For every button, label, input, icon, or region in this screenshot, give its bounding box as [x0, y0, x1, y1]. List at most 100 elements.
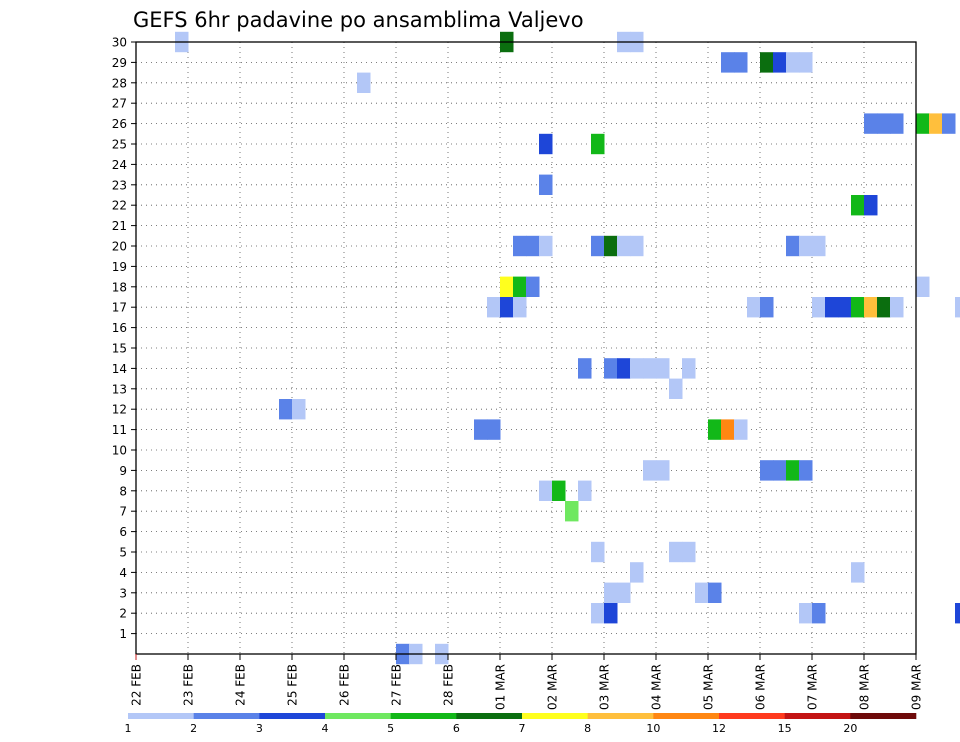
- y-tick-label: 5: [119, 546, 127, 560]
- x-tick-label: 09 MAR: [910, 664, 924, 710]
- colorbar: 1 2 3 4 5 6 7 8 10 12 15 20: [125, 713, 917, 735]
- heatmap-cell: [526, 235, 540, 257]
- heatmap-cell: [617, 235, 631, 257]
- heatmap-cell: [565, 501, 579, 522]
- y-tick-label: 21: [112, 219, 127, 233]
- heatmap-cell: [617, 582, 631, 603]
- heatmap-cell: [539, 174, 553, 195]
- heatmap-cell: [500, 276, 514, 297]
- heatmap-cell: [357, 72, 371, 93]
- colorbar-swatch: [719, 713, 785, 719]
- heatmap-cell: [799, 235, 813, 257]
- y-tick-label: 24: [112, 158, 127, 172]
- x-tick-label: 24 FEB: [234, 664, 248, 706]
- heatmap-cell: [630, 562, 644, 583]
- colorbar-swatch: [653, 713, 720, 719]
- y-tick-label: 14: [112, 362, 127, 376]
- heatmap-cell: [708, 419, 722, 440]
- y-tick-label: 18: [112, 280, 127, 294]
- heatmap-cell: [864, 297, 878, 318]
- x-tick-label: 03 MAR: [598, 664, 612, 710]
- heatmap-cell: [760, 52, 774, 73]
- heatmap-cell: [591, 133, 605, 155]
- heatmap-cell: [643, 358, 657, 379]
- heatmap-cell: [890, 297, 904, 318]
- heatmap-cell: [864, 113, 878, 134]
- heatmap-cell: [760, 460, 774, 481]
- colorbar-swatch: [193, 713, 260, 719]
- heatmap-cells: [175, 31, 960, 665]
- heatmap-cell: [578, 480, 592, 501]
- heatmap-cell: [734, 52, 748, 73]
- heatmap-cell: [539, 133, 553, 155]
- y-tick-label: 3: [119, 586, 127, 600]
- heatmap-cell: [513, 235, 527, 257]
- heatmap-cell: [630, 358, 644, 379]
- y-tick-label: 12: [112, 403, 127, 417]
- heatmap-cell: [812, 297, 826, 318]
- heatmap-cell: [591, 235, 605, 257]
- heatmap-cell: [851, 562, 865, 583]
- heatmap-cell: [487, 297, 501, 318]
- heatmap-cell: [799, 460, 813, 481]
- heatmap-cell: [539, 235, 553, 257]
- heatmap-cell: [474, 419, 488, 440]
- y-tick-label: 2: [119, 607, 127, 621]
- colorbar-label: 4: [322, 722, 329, 735]
- heatmap-cell: [500, 297, 514, 318]
- heatmap-cell: [604, 358, 618, 379]
- heatmap-cell: [929, 113, 943, 134]
- x-tick-label: 08 MAR: [858, 664, 872, 710]
- colorbar-label: 2: [190, 722, 197, 735]
- heatmap-cell: [682, 358, 696, 379]
- colorbar-swatch: [850, 713, 917, 719]
- heatmap-cell: [773, 460, 787, 481]
- x-tick-label: 04 MAR: [650, 664, 664, 710]
- colorbar-label: 7: [519, 722, 526, 735]
- y-tick-label: 19: [112, 260, 127, 274]
- colorbar-swatch: [456, 713, 523, 719]
- colorbar-swatch: [128, 713, 194, 719]
- heatmap-cell: [747, 297, 761, 318]
- heatmap-cell: [630, 235, 644, 257]
- y-tick-label: 13: [112, 382, 127, 396]
- colorbar-label: 1: [125, 722, 132, 735]
- heatmap-cell: [656, 358, 670, 379]
- heatmap-cell: [604, 582, 618, 603]
- heatmap-cell: [786, 460, 800, 481]
- heatmap-cell: [955, 297, 960, 318]
- x-tick-label: 28 FEB: [442, 664, 456, 706]
- colorbar-swatch: [390, 713, 457, 719]
- heatmap-cell: [552, 480, 566, 501]
- colorbar-swatch: [587, 713, 654, 719]
- y-tick-label: 23: [112, 178, 127, 192]
- colorbar-label: 6: [453, 722, 460, 735]
- colorbar-label: 20: [843, 722, 857, 735]
- y-tick-label: 11: [112, 423, 127, 437]
- y-tick-label: 4: [119, 566, 127, 580]
- y-tick-label: 10: [112, 444, 127, 458]
- x-tick-label: 02 MAR: [546, 664, 560, 710]
- heatmap-cell: [643, 460, 657, 481]
- x-tick-label: 07 MAR: [806, 664, 820, 710]
- x-tick-label: 27 FEB: [390, 664, 404, 706]
- colorbar-swatch: [325, 713, 391, 719]
- heatmap-cell: [591, 541, 605, 563]
- heatmap-cell: [734, 419, 748, 440]
- y-tick-label: 1: [119, 627, 127, 641]
- heatmap-cell: [513, 276, 527, 297]
- chart-title: GEFS 6hr padavine po ansamblima Valjevo: [133, 8, 584, 32]
- y-tick-label: 8: [119, 484, 127, 498]
- y-tick-label: 29: [112, 56, 127, 70]
- heatmap-cell: [721, 52, 735, 73]
- heatmap-cell: [708, 582, 722, 603]
- x-tick-label: 26 FEB: [338, 664, 352, 706]
- x-tick-label: 06 MAR: [754, 664, 768, 710]
- heatmap-cell: [916, 276, 930, 297]
- heatmap-cell: [604, 235, 618, 257]
- heatmap-cell: [864, 195, 878, 216]
- heatmap-cell: [617, 358, 631, 379]
- x-tick-label: 22 FEB: [130, 664, 144, 706]
- y-tick-label: 26: [112, 117, 127, 131]
